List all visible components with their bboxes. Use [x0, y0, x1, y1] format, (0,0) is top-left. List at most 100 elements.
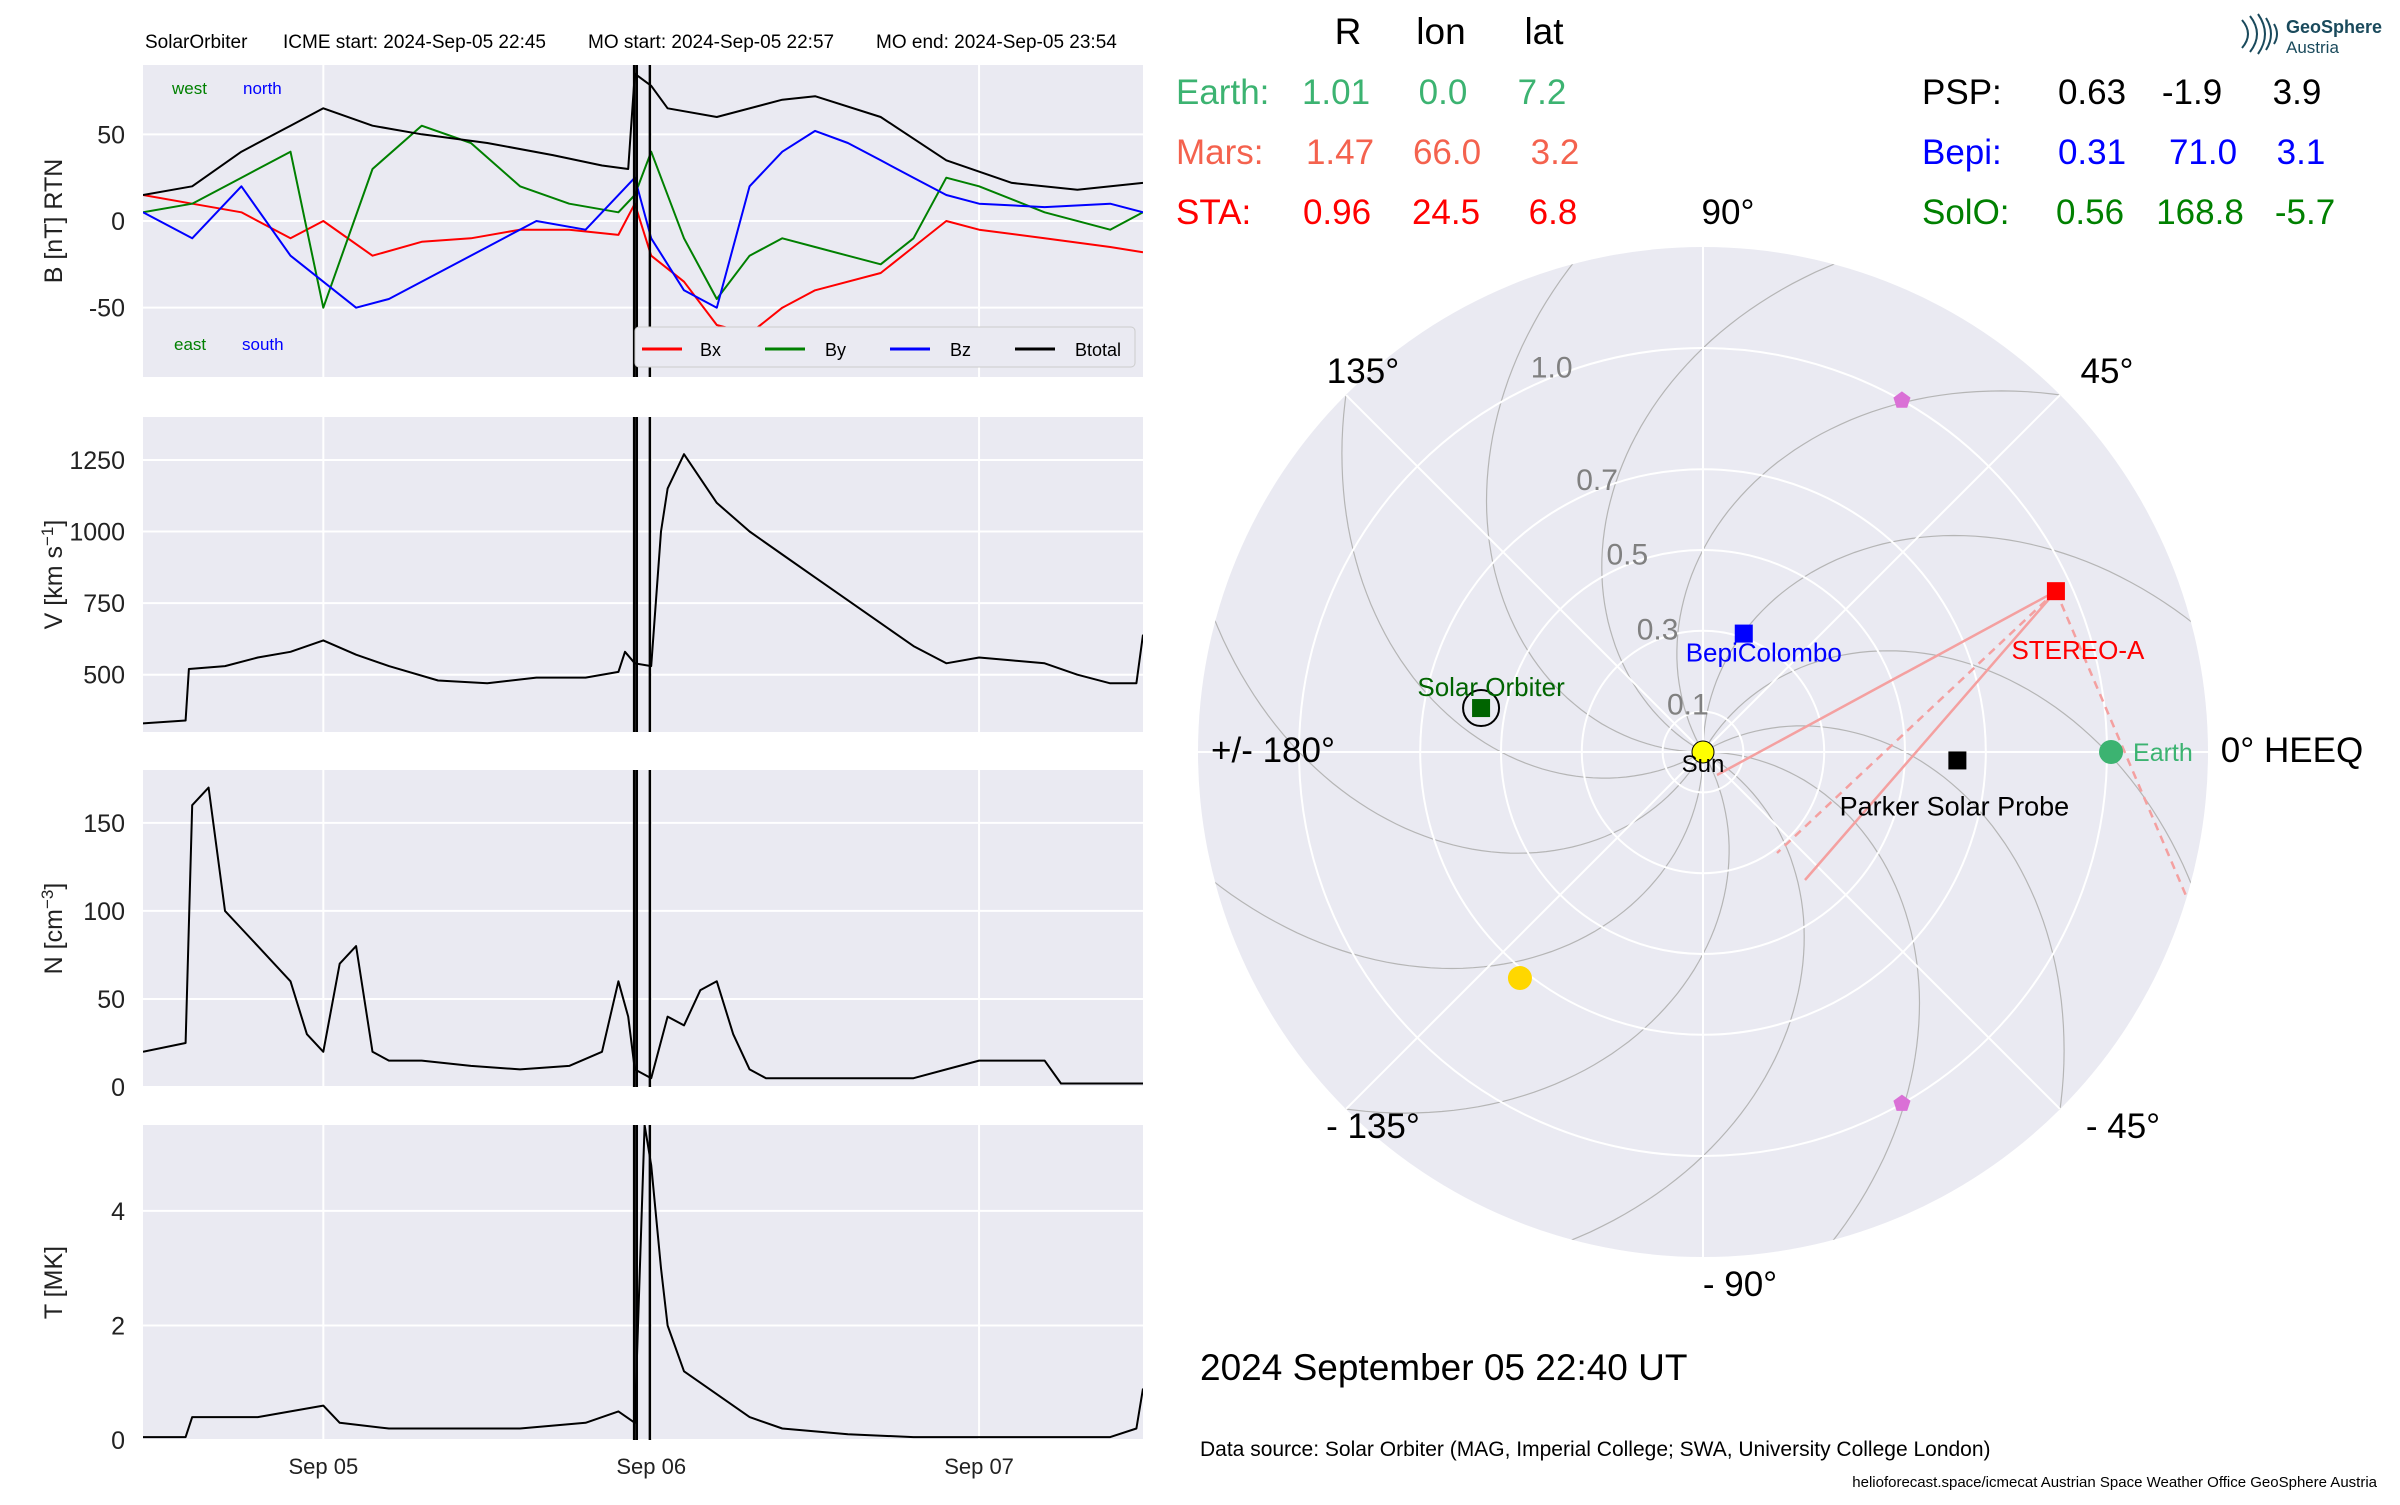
body-earth: Earth [2099, 739, 2193, 767]
psp-r: 0.63 [2058, 73, 2126, 112]
angle-label-90: 90° [1702, 193, 1755, 232]
spiral-line [1702, 751, 1921, 1257]
table-header-r: R [1335, 11, 1362, 52]
psp-lon: -1.9 [2162, 73, 2222, 112]
y-tick-label: 0 [111, 1074, 125, 1102]
north-label: north [243, 79, 282, 98]
spiral-line [1702, 650, 2208, 969]
spiral-line [1676, 390, 2148, 753]
panel-magnetic-field: -50 0 50 B [nT] RTN [40, 65, 1143, 377]
psp-row-label: PSP: [1922, 73, 2002, 112]
mars-lat: 3.2 [1531, 133, 1580, 172]
radial-tick-label: 0.7 [1576, 464, 1618, 497]
y-tick-label: 100 [83, 898, 125, 926]
mo-end-label: MO end: 2024-Sep-05 23:54 [876, 32, 1117, 53]
heliospheric-position-plot: 0.1 0.3 0.5 0.7 1.0 Sun Earth STEREO-A Parker So… [1198, 247, 2208, 1257]
angular-spoke [1702, 751, 2061, 1110]
body-marker [1893, 391, 1911, 408]
sta-lon: 24.5 [1412, 193, 1480, 232]
body-label: Sun [1682, 751, 1725, 778]
x-tick-label: Sep 07 [944, 1454, 1014, 1479]
radial-tick-label: 0.3 [1637, 614, 1679, 647]
y-tick-label: 500 [83, 662, 125, 690]
y-axis-label: B [nT] RTN [40, 159, 68, 284]
body-highlight-ring [1462, 689, 1501, 728]
logo-text-line2: Austria [2286, 38, 2339, 57]
bepi-r: 0.31 [2058, 133, 2126, 172]
y-tick-label: 2 [111, 1312, 125, 1340]
body-marker [1948, 751, 1967, 770]
body-marker [2046, 582, 2065, 601]
body-marker [1893, 1094, 1911, 1111]
angular-spoke [1345, 751, 1704, 1110]
y-tick-label: 50 [97, 121, 125, 149]
south-label: south [242, 335, 284, 354]
earth-row-label: Earth: [1176, 73, 1269, 112]
body-label: Parker Solar Probe [1840, 791, 2070, 821]
spiral-line [1486, 751, 1805, 1257]
solo-lat: -5.7 [2275, 193, 2335, 232]
legend-btotal: Btotal [1075, 340, 1121, 360]
body-venus [1507, 966, 1532, 991]
icme-start-label: ICME start: 2024-Sep-05 22:45 [283, 32, 546, 53]
fov-line [2054, 590, 2192, 906]
body-marker [1472, 699, 1491, 718]
fov-line [1804, 590, 2057, 881]
body-marker [1734, 624, 1753, 643]
spiral-line [1702, 534, 2208, 753]
mars-lon: 66.0 [1413, 133, 1481, 172]
y-tick-label: 0 [111, 208, 125, 236]
spiral-line [1258, 751, 1730, 1114]
spacecraft-name: SolarOrbiter [145, 32, 248, 53]
b-legend: Bx By Bz Btotal [634, 326, 1136, 368]
mars-r: 1.47 [1306, 133, 1374, 172]
psp-lat: 3.9 [2273, 73, 2322, 112]
logo-text-line1: GeoSphere [2286, 17, 2382, 37]
y-tick-label: 150 [83, 810, 125, 838]
panel-background [143, 770, 1143, 1087]
angle-label-minus-90: - 90° [1703, 1265, 1777, 1304]
y-axis-label: V [km s−1] [38, 520, 69, 630]
angle-label-minus-135: - 135° [1326, 1107, 1420, 1146]
mars-row-label: Mars: [1176, 133, 1264, 172]
mo-start-label: MO start: 2024-Sep-05 22:57 [588, 32, 834, 53]
body-pentagon-lower [1893, 1094, 1911, 1111]
series-n [143, 786, 1143, 1085]
sta-r: 0.96 [1303, 193, 1371, 232]
footer-credits: helioforecast.space/icmecat Austrian Spa… [1852, 1474, 2377, 1491]
panel-temperature: 0 2 4 T [MK] [40, 1125, 1143, 1455]
radial-tick-label: 0.5 [1606, 539, 1648, 572]
angle-label-135: 135° [1327, 352, 1399, 391]
body-parker-solar-probe: Parker Solar Probe [1840, 751, 2070, 821]
body-stereo-a: STEREO-A [2011, 582, 2145, 665]
angle-label-45: 45° [2081, 352, 2134, 391]
body-sun: Sun [1682, 740, 1725, 778]
y-tick-label: 1000 [69, 519, 125, 547]
spiral-line [1198, 751, 1704, 970]
y-tick-label: 50 [97, 986, 125, 1014]
table-header-lon: lon [1416, 11, 1465, 52]
body-marker [2099, 740, 2124, 764]
geosphere-logo-icon [2241, 13, 2278, 55]
table-header-lat: lat [1524, 11, 1564, 52]
west-label: west [171, 79, 207, 98]
spiral-line [1198, 535, 1704, 854]
x-tick-label: Sep 05 [288, 1454, 358, 1479]
body-solar-orbiter: Solar Orbiter [1417, 672, 1565, 728]
angle-label-minus-45: - 45° [2086, 1107, 2160, 1146]
y-axis-label: N [cm−3] [38, 883, 69, 975]
spiral-line [1702, 725, 2065, 1197]
angle-label-180: +/- 180° [1211, 731, 1335, 770]
panel-background [143, 417, 1143, 732]
series-by [143, 124, 1143, 309]
bepi-lat: 3.1 [2277, 133, 2326, 172]
legend-bz: Bz [950, 340, 971, 360]
body-label: STEREO-A [2011, 635, 2145, 665]
x-tick-label: Sep 06 [616, 1454, 686, 1479]
bepi-lon: 71.0 [2169, 133, 2237, 172]
spiral-line [1485, 247, 1704, 753]
earth-lon: 0.0 [1419, 73, 1468, 112]
body-label: Solar Orbiter [1417, 672, 1565, 702]
